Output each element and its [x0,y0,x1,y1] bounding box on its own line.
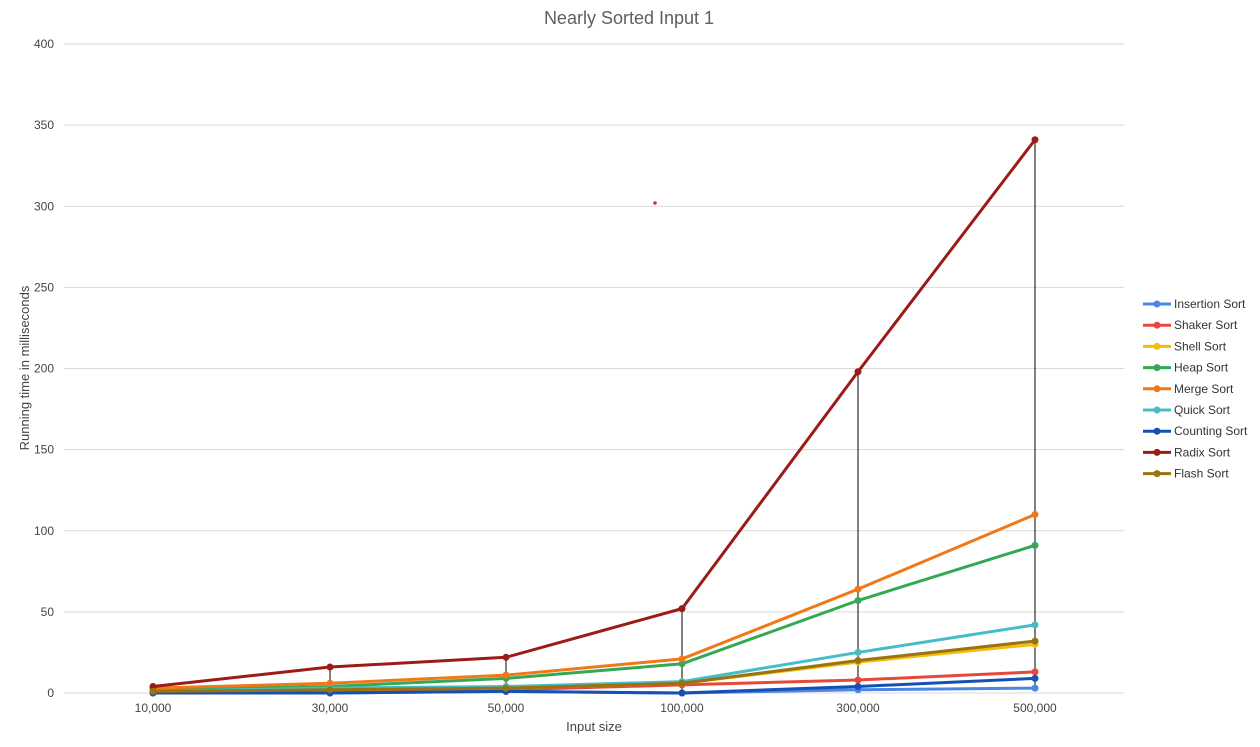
x-tick-label: 300,000 [836,701,880,715]
legend-marker [1153,342,1161,350]
series-group [149,136,1039,697]
data-point [326,679,334,687]
data-point [1031,511,1039,519]
legend: Insertion Sort Shaker Sort Shell Sort Heap … [1143,297,1248,481]
y-tick-label: 150 [34,443,54,457]
legend-item: Flash Sort [1143,467,1229,481]
legend-marker [1153,364,1161,372]
drop-lines [152,139,1036,693]
grid-lines [64,43,1124,694]
data-point [854,597,862,605]
legend-item: Shaker Sort [1143,318,1238,332]
data-point [502,671,510,679]
series-line [152,543,1036,692]
legend-item: Radix Sort [1143,445,1231,459]
data-point [502,653,510,661]
legend-item: Counting Sort [1143,424,1248,438]
legend-label: Insertion Sort [1174,297,1246,311]
series-flash-sort [149,637,1039,695]
data-point [1031,136,1039,144]
y-tick-label: 0 [47,686,54,700]
x-tick-label: 30,000 [312,701,349,715]
data-point [1031,684,1039,692]
x-axis-ticks: 10,000 30,000 50,000 100,000 300,000 500,000 [135,701,1057,715]
series-line [152,513,1036,690]
data-point [1031,674,1039,682]
legend-marker [1153,321,1161,329]
y-tick-label: 50 [41,605,55,619]
x-tick-label: 100,000 [660,701,704,715]
data-point [1031,621,1039,629]
y-axis-ticks: 0 50 100 150 200 250 300 350 400 [34,37,54,700]
legend-item: Heap Sort [1143,361,1229,375]
legend-label: Heap Sort [1174,361,1229,375]
data-point [678,655,686,663]
data-point [1031,637,1039,645]
data-point [678,689,686,697]
data-point [149,683,157,691]
data-point [678,605,686,613]
legend-marker [1153,385,1161,393]
data-point [854,683,862,691]
y-tick-label: 200 [34,362,54,376]
data-point [1031,541,1039,549]
x-tick-label: 10,000 [135,701,172,715]
data-point [854,657,862,665]
legend-label: Shell Sort [1174,339,1227,353]
legend-label: Radix Sort [1174,445,1231,459]
data-point [854,676,862,684]
series-line [152,639,1036,693]
data-point [502,684,510,692]
legend-label: Shaker Sort [1174,318,1238,332]
legend-label: Quick Sort [1174,403,1231,417]
y-axis-label: Running time in milliseconds [17,285,32,450]
legend-marker [1153,470,1161,478]
data-point [1031,668,1039,676]
y-tick-label: 100 [34,524,54,538]
data-point [149,687,157,695]
legend-label: Flash Sort [1174,467,1229,481]
data-point [678,679,686,687]
x-tick-label: 500,000 [1013,701,1057,715]
data-point [854,368,862,376]
legend-marker [1153,300,1161,308]
legend-item: Merge Sort [1143,382,1234,396]
data-point [326,686,334,694]
legend-item: Quick Sort [1143,403,1231,417]
data-point [678,660,686,668]
legend-marker [1153,427,1161,435]
y-tick-label: 300 [34,199,54,213]
data-point [326,663,334,671]
y-tick-label: 350 [34,118,54,132]
legend-item: Insertion Sort [1143,297,1246,311]
legend-marker [1153,406,1161,414]
legend-label: Merge Sort [1174,382,1234,396]
stray-dot [653,201,657,205]
stray-marker [653,201,657,205]
series-line [152,138,1037,689]
data-point [854,648,862,656]
y-tick-label: 250 [34,280,54,294]
legend-marker [1153,448,1161,456]
x-tick-label: 50,000 [488,701,525,715]
data-point [854,585,862,593]
x-axis-label: Input size [566,719,622,734]
legend-item: Shell Sort [1143,339,1227,353]
series-merge-sort [149,511,1039,692]
series-line [153,676,1036,695]
y-tick-label: 400 [34,37,54,51]
series-radix-sort [149,136,1039,691]
legend-label: Counting Sort [1174,424,1248,438]
series-heap-sort [149,541,1039,694]
chart-title: Nearly Sorted Input 1 [544,8,714,28]
